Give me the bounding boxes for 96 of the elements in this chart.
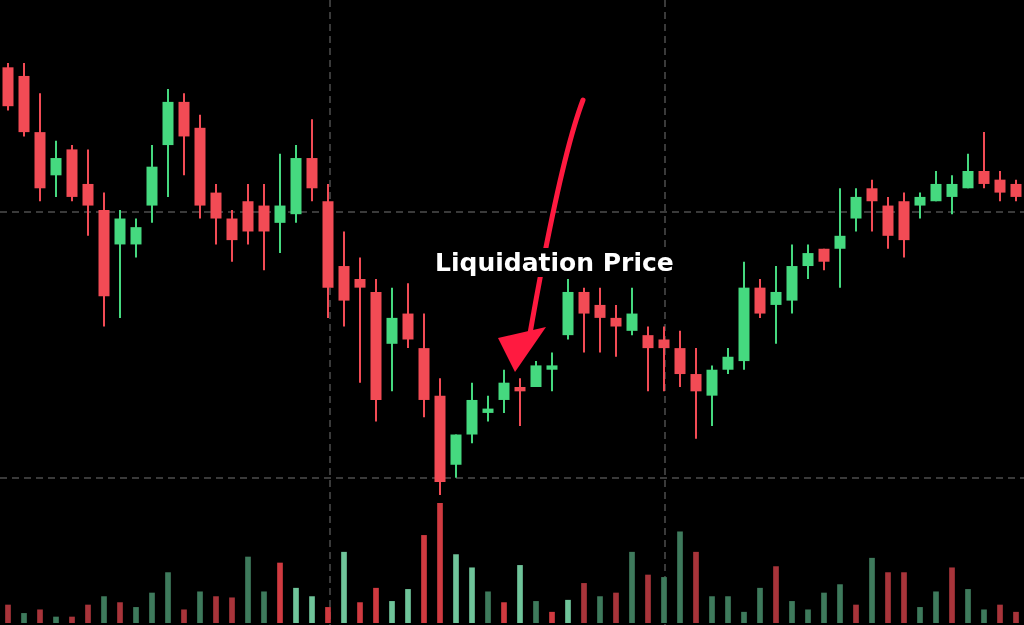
bar — [405, 589, 411, 623]
bar — [453, 554, 459, 623]
candlestick — [658, 325, 670, 393]
bar — [165, 572, 171, 623]
bar — [821, 592, 827, 623]
bar — [677, 531, 683, 623]
candlestick — [690, 347, 702, 440]
candlestick — [914, 191, 926, 220]
bar — [773, 566, 779, 623]
bar — [101, 596, 107, 623]
candlestick — [850, 187, 862, 233]
candlestick — [546, 351, 558, 393]
bar — [549, 611, 555, 623]
bar — [965, 589, 971, 623]
bar — [37, 609, 43, 623]
candlestick — [610, 303, 622, 358]
candlestick — [802, 243, 814, 280]
candlestick — [626, 286, 638, 337]
bar — [485, 591, 491, 623]
bar — [565, 599, 571, 623]
bar — [741, 611, 747, 623]
bar — [53, 616, 59, 623]
candlestick — [594, 286, 606, 354]
annotation: Liquidation Price — [432, 248, 677, 277]
bar — [533, 601, 539, 623]
candlestick — [482, 394, 494, 423]
candlestick — [274, 152, 286, 255]
bar — [85, 604, 91, 623]
candlestick — [946, 174, 958, 216]
candlestick — [578, 286, 590, 354]
bar — [357, 602, 363, 623]
bar — [469, 567, 475, 623]
bar — [869, 557, 875, 623]
bar — [373, 587, 379, 623]
candlestick — [130, 217, 142, 259]
bar — [325, 607, 331, 623]
bar — [421, 535, 427, 623]
bar — [645, 574, 651, 623]
bar — [805, 609, 811, 623]
bar — [261, 591, 267, 623]
bar — [5, 604, 11, 623]
bar — [725, 596, 731, 623]
bar — [517, 565, 523, 623]
bar — [197, 591, 203, 623]
candlestick — [722, 347, 734, 376]
candlestick — [866, 178, 878, 233]
bar — [437, 503, 443, 623]
bar — [885, 572, 891, 623]
bar — [581, 583, 587, 623]
bar — [597, 596, 603, 623]
candlestick — [530, 360, 542, 388]
bar — [949, 567, 955, 623]
bar — [837, 584, 843, 623]
bar — [789, 601, 795, 623]
candlestick — [514, 377, 526, 427]
bar — [853, 604, 859, 623]
bar — [981, 609, 987, 623]
bar — [133, 607, 139, 623]
bar — [389, 601, 395, 623]
bar — [757, 587, 763, 623]
candlestick — [770, 265, 782, 345]
bar — [277, 562, 283, 623]
bar — [213, 596, 219, 623]
bar — [229, 597, 235, 623]
bar — [709, 596, 715, 623]
candlestick — [994, 170, 1006, 203]
candlestick — [1010, 178, 1022, 203]
bar — [309, 596, 315, 623]
candlestick — [642, 325, 654, 393]
candlestick — [226, 208, 238, 263]
bar — [181, 609, 187, 623]
candlestick — [354, 256, 366, 384]
bar — [1013, 611, 1019, 623]
bar — [917, 607, 923, 623]
bar — [293, 587, 299, 623]
bar — [997, 604, 1003, 623]
candlestick — [978, 131, 990, 190]
candlestick — [930, 170, 942, 203]
bar — [901, 572, 907, 623]
bar — [501, 602, 507, 623]
bar — [117, 602, 123, 623]
bar — [245, 556, 251, 623]
bar — [693, 551, 699, 623]
bar — [613, 592, 619, 623]
candlestick — [962, 152, 974, 190]
bar — [149, 592, 155, 623]
candlestick — [498, 368, 510, 414]
bar — [661, 577, 667, 623]
bar — [629, 551, 635, 623]
bar — [69, 616, 75, 623]
bar — [21, 613, 27, 623]
bar — [933, 591, 939, 623]
candlestick — [50, 139, 62, 198]
bar — [341, 551, 347, 623]
candlestick — [82, 148, 94, 237]
candlestick — [834, 187, 846, 289]
